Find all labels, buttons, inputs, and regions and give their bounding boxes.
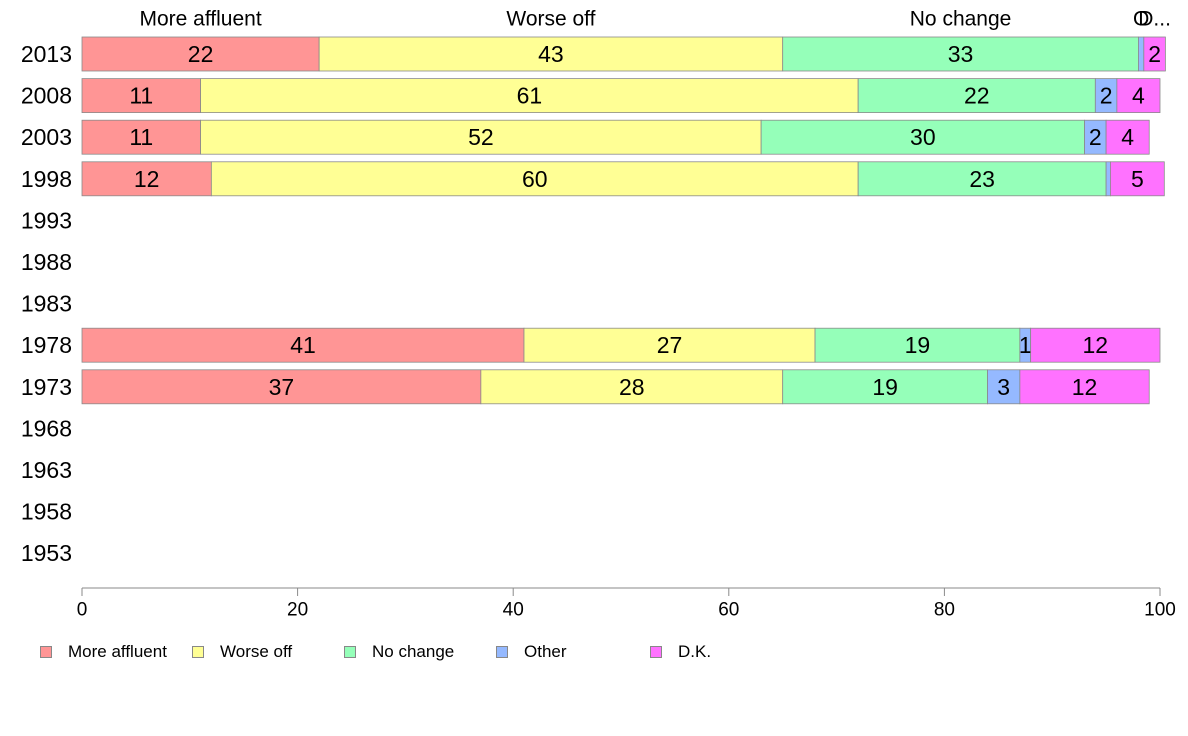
bar-segment-1978-1 bbox=[523, 327, 816, 363]
bar-segment-1973-4 bbox=[1019, 369, 1150, 405]
bar-segment-2003-0 bbox=[81, 119, 201, 155]
bar-segment-1973-2 bbox=[782, 369, 988, 405]
year-label-1963: 1963 bbox=[21, 457, 72, 483]
year-label-1998: 1998 bbox=[21, 166, 72, 192]
top-label-0: More affluent bbox=[139, 8, 261, 31]
x-tick-label-80: 80 bbox=[934, 600, 955, 621]
bar-segment-1978-2 bbox=[814, 327, 1021, 363]
top-label-3: O bbox=[1133, 8, 1149, 31]
legend-swatch bbox=[192, 646, 204, 658]
data-label-2003-4: 4 bbox=[1121, 124, 1134, 150]
legend-item: Other bbox=[496, 642, 567, 662]
top-label-2: No change bbox=[910, 8, 1012, 31]
data-label-1973-3: 3 bbox=[997, 374, 1010, 400]
legend-label: Worse off bbox=[220, 642, 293, 661]
year-label-1953: 1953 bbox=[21, 540, 72, 566]
legend-item: No change bbox=[344, 642, 454, 662]
data-label-1973-1: 28 bbox=[619, 374, 645, 400]
data-label-2003-1: 52 bbox=[468, 124, 494, 150]
data-label-2008-3: 2 bbox=[1100, 83, 1113, 109]
top-label-4: D... bbox=[1138, 8, 1171, 31]
x-tick-label-0: 0 bbox=[77, 600, 88, 621]
legend: More affluent Worse off No change Other D.K. bbox=[40, 642, 800, 662]
bar-segment-1973-0 bbox=[81, 369, 482, 405]
bar-segment-1978-4 bbox=[1030, 327, 1161, 363]
x-tick-label-100: 100 bbox=[1144, 600, 1176, 621]
bar-segment-2008-2 bbox=[857, 78, 1096, 113]
year-label-2013: 2013 bbox=[21, 41, 72, 67]
bar-segment-1978-0 bbox=[81, 327, 525, 363]
data-label-1978-2: 19 bbox=[905, 332, 931, 358]
bar-segment-1998-4 bbox=[1110, 161, 1165, 197]
bar-segment-2003-4 bbox=[1105, 119, 1150, 155]
data-label-2013-4: 2 bbox=[1148, 41, 1161, 67]
bar-segment-1998-1 bbox=[210, 161, 859, 197]
year-label-1978: 1978 bbox=[21, 332, 72, 358]
bar-segment-2008-4 bbox=[1116, 78, 1161, 113]
bar-segment-2003-2 bbox=[760, 119, 1085, 155]
bar-segment-1998-3 bbox=[1105, 161, 1111, 197]
bar-segment-2013-2 bbox=[782, 36, 1139, 72]
x-tick-label-40: 40 bbox=[503, 600, 524, 621]
x-tick-label-20: 20 bbox=[287, 600, 308, 621]
year-label-1993: 1993 bbox=[21, 207, 72, 233]
data-label-2003-3: 2 bbox=[1089, 124, 1102, 150]
year-label-1968: 1968 bbox=[21, 415, 72, 441]
bar-segment-2013-1 bbox=[318, 36, 784, 72]
data-label-1973-0: 37 bbox=[269, 374, 295, 400]
bar-segment-2013-4 bbox=[1143, 36, 1166, 72]
legend-label: More affluent bbox=[68, 642, 167, 661]
data-label-1978-1: 27 bbox=[657, 332, 683, 358]
data-label-2008-2: 22 bbox=[964, 83, 990, 109]
data-label-1978-3: 1 bbox=[1019, 332, 1032, 358]
bar-segment-2003-1 bbox=[200, 119, 762, 155]
year-label-1988: 1988 bbox=[21, 249, 72, 275]
data-label-2008-0: 11 bbox=[129, 83, 153, 109]
bar-segment-1973-1 bbox=[480, 369, 784, 405]
bar-segment-1998-2 bbox=[857, 161, 1107, 197]
data-label-2013-1: 43 bbox=[538, 41, 564, 67]
data-label-2008-4: 4 bbox=[1132, 83, 1145, 109]
legend-item: Worse off bbox=[192, 642, 292, 662]
data-label-1973-2: 19 bbox=[872, 374, 898, 400]
bar-segment-2013-0 bbox=[81, 36, 320, 72]
year-label-1973: 1973 bbox=[21, 374, 72, 400]
legend-label: D.K. bbox=[678, 642, 712, 661]
data-label-2008-1: 61 bbox=[517, 83, 543, 109]
data-label-1978-0: 41 bbox=[290, 332, 316, 358]
year-label-1958: 1958 bbox=[21, 499, 72, 525]
legend-swatch bbox=[40, 646, 52, 658]
data-label-1998-4: 5 bbox=[1131, 166, 1144, 192]
data-label-1998-1: 60 bbox=[522, 166, 548, 192]
bar-segment-2008-0 bbox=[81, 78, 201, 113]
data-label-2003-2: 30 bbox=[910, 124, 936, 150]
legend-item: More affluent bbox=[40, 642, 167, 662]
data-label-2013-0: 22 bbox=[188, 41, 214, 67]
data-label-1973-4: 12 bbox=[1072, 374, 1098, 400]
data-label-1978-4: 12 bbox=[1083, 332, 1109, 358]
year-label-2008: 2008 bbox=[21, 83, 72, 109]
year-label-2003: 2003 bbox=[21, 124, 72, 150]
bar-segment-2013-3 bbox=[1138, 36, 1145, 72]
legend-swatch bbox=[496, 646, 508, 658]
bar-segment-2008-1 bbox=[200, 78, 859, 113]
legend-item: D.K. bbox=[650, 642, 711, 662]
legend-label: No change bbox=[372, 642, 455, 661]
top-label-1: Worse off bbox=[506, 8, 595, 31]
data-label-1998-0: 12 bbox=[134, 166, 160, 192]
year-label-1983: 1983 bbox=[21, 291, 72, 317]
legend-swatch bbox=[650, 646, 662, 658]
data-label-2013-2: 33 bbox=[948, 41, 974, 67]
legend-label: Other bbox=[524, 642, 567, 661]
legend-swatch bbox=[344, 646, 356, 658]
x-tick-label-60: 60 bbox=[718, 600, 739, 621]
data-label-1998-2: 23 bbox=[969, 166, 995, 192]
data-label-2003-0: 11 bbox=[129, 124, 153, 150]
